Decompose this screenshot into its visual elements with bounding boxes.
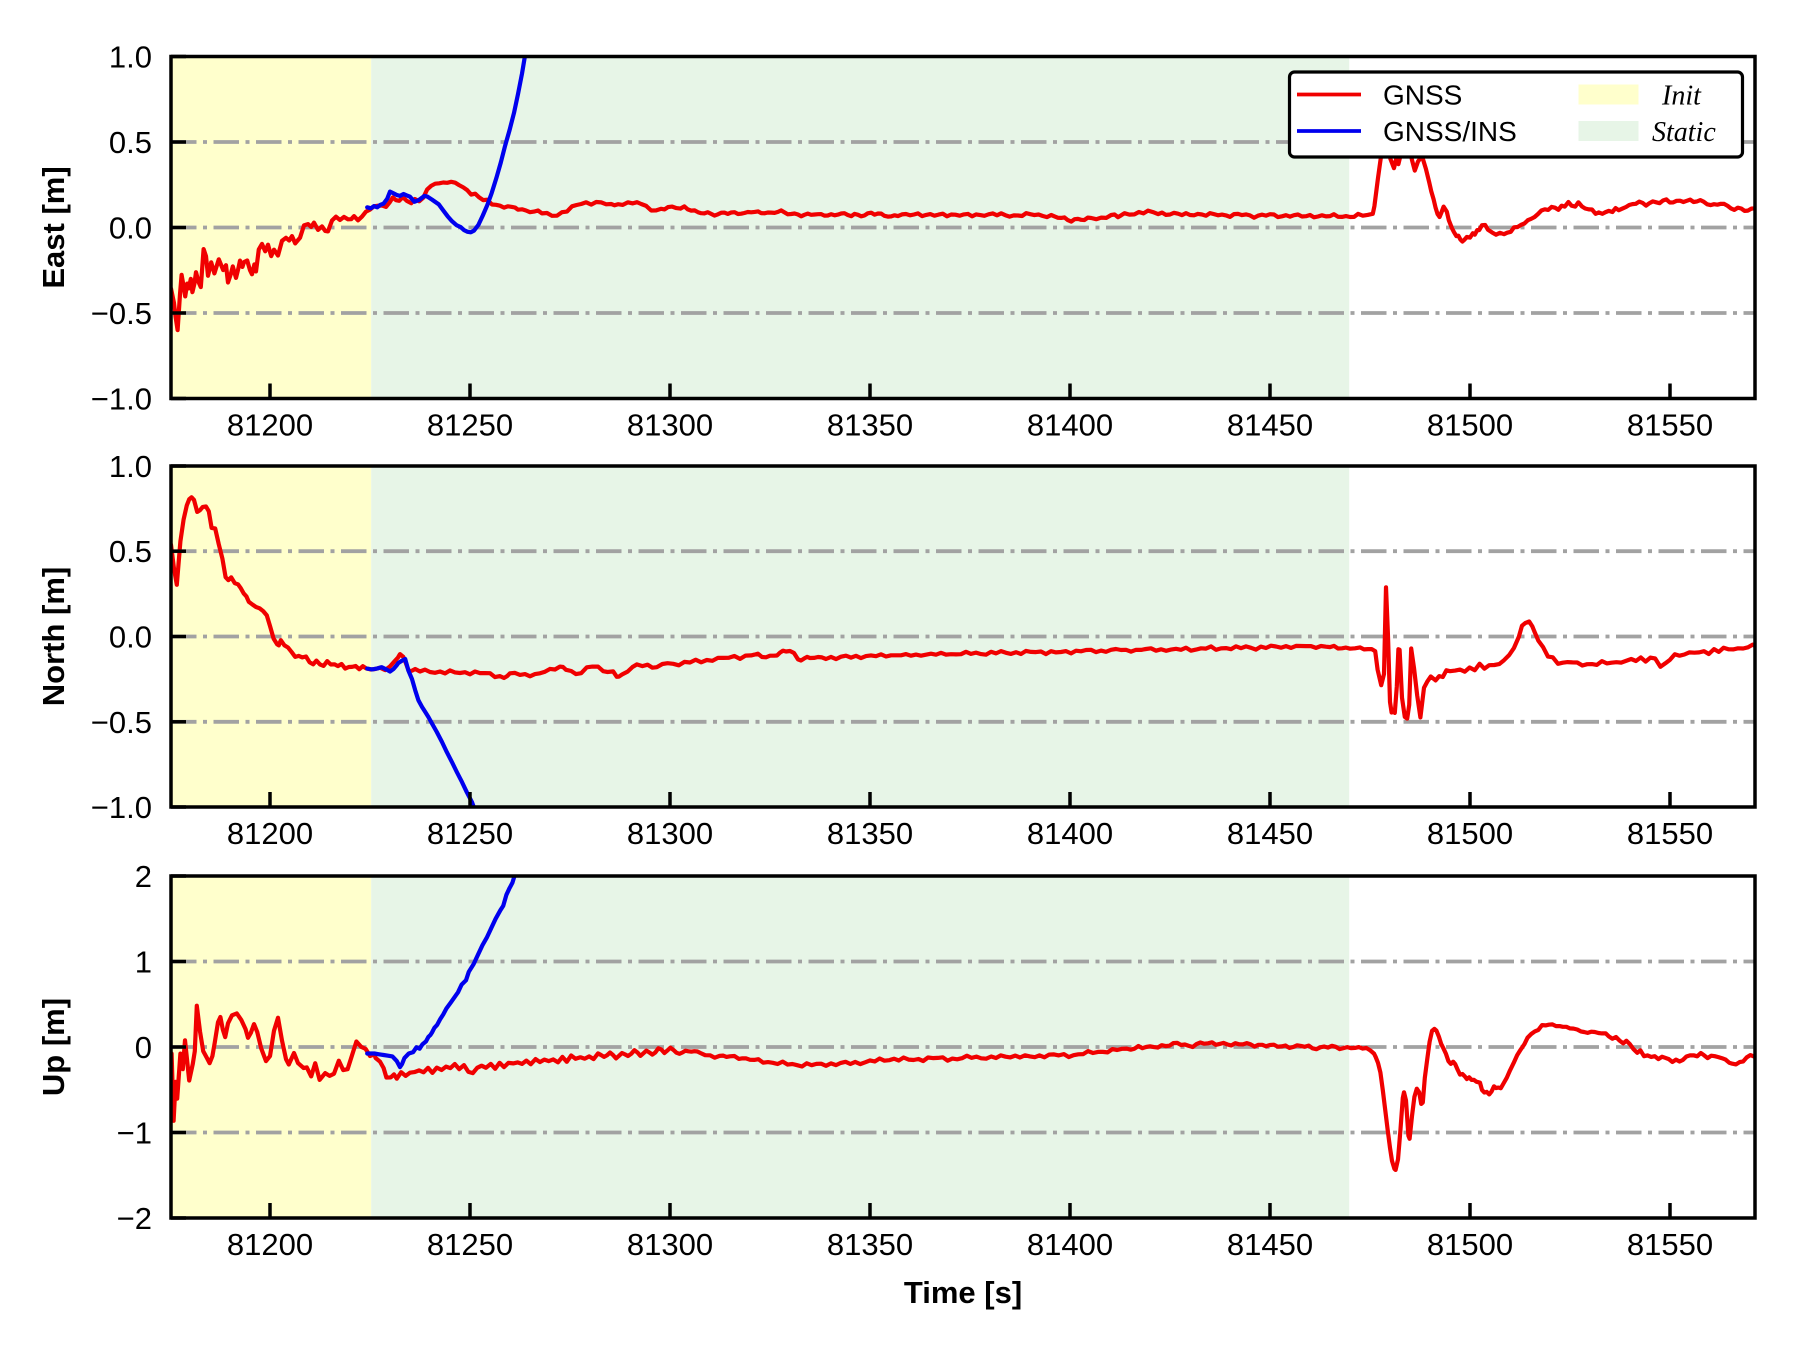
svg-text:Static: Static	[1652, 117, 1716, 148]
svg-text:81450: 81450	[1227, 816, 1313, 851]
svg-text:81450: 81450	[1227, 408, 1313, 443]
svg-text:81500: 81500	[1427, 1227, 1513, 1262]
svg-text:GNSS: GNSS	[1383, 80, 1462, 111]
svg-text:81250: 81250	[427, 816, 513, 851]
svg-text:0.5: 0.5	[109, 125, 152, 160]
svg-text:1.0: 1.0	[109, 449, 152, 484]
svg-text:2: 2	[135, 859, 152, 894]
svg-text:81550: 81550	[1627, 816, 1713, 851]
svg-text:81350: 81350	[827, 816, 913, 851]
svg-text:81250: 81250	[427, 1227, 513, 1262]
svg-text:Time [s]: Time [s]	[904, 1275, 1022, 1310]
svg-text:−0.5: −0.5	[91, 296, 152, 331]
svg-text:81400: 81400	[1027, 816, 1113, 851]
svg-text:81250: 81250	[427, 408, 513, 443]
svg-text:81400: 81400	[1027, 1227, 1113, 1262]
svg-text:−1.0: −1.0	[91, 382, 152, 417]
svg-text:81500: 81500	[1427, 816, 1513, 851]
svg-text:81350: 81350	[827, 1227, 913, 1262]
svg-text:81450: 81450	[1227, 1227, 1313, 1262]
svg-text:81300: 81300	[627, 408, 713, 443]
svg-text:81200: 81200	[227, 816, 313, 851]
svg-text:1: 1	[135, 945, 152, 980]
svg-text:−2: −2	[117, 1201, 152, 1236]
svg-text:1.0: 1.0	[109, 40, 152, 75]
svg-text:0.0: 0.0	[109, 211, 152, 246]
svg-text:81300: 81300	[627, 1227, 713, 1262]
svg-text:81200: 81200	[227, 408, 313, 443]
svg-text:81550: 81550	[1627, 1227, 1713, 1262]
svg-text:0.0: 0.0	[109, 620, 152, 655]
svg-text:81500: 81500	[1427, 408, 1513, 443]
svg-text:81550: 81550	[1627, 408, 1713, 443]
svg-text:North [m]: North [m]	[36, 567, 71, 706]
svg-text:81200: 81200	[227, 1227, 313, 1262]
svg-text:−1: −1	[117, 1116, 152, 1151]
svg-text:0: 0	[135, 1030, 152, 1065]
svg-text:0.5: 0.5	[109, 534, 152, 569]
svg-text:81350: 81350	[827, 408, 913, 443]
svg-text:East [m]: East [m]	[36, 166, 71, 288]
svg-text:Init: Init	[1661, 81, 1702, 112]
svg-text:81300: 81300	[627, 816, 713, 851]
svg-text:Up [m]: Up [m]	[36, 998, 71, 1096]
svg-text:−1.0: −1.0	[91, 790, 152, 825]
svg-text:81400: 81400	[1027, 408, 1113, 443]
svg-text:−0.5: −0.5	[91, 705, 152, 740]
svg-text:GNSS/INS: GNSS/INS	[1383, 116, 1517, 147]
